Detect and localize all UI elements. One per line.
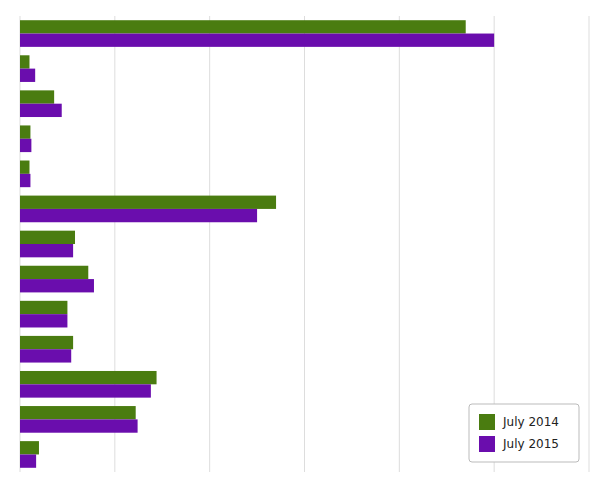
legend-swatch [479, 414, 495, 430]
legend: July 2014 July 2015 [469, 404, 579, 462]
legend-label: July 2014 [502, 415, 559, 429]
bar [20, 244, 73, 257]
bar [20, 104, 62, 117]
grid-line [399, 16, 400, 472]
bar [20, 419, 138, 432]
chart-svg: July 2014 July 2015 [0, 0, 609, 488]
bar [20, 349, 71, 362]
bar [20, 266, 88, 279]
grid [20, 16, 589, 472]
bar [20, 161, 29, 174]
bar [20, 55, 29, 68]
bar [20, 34, 494, 47]
legend-swatch [479, 436, 495, 452]
bar [20, 90, 54, 103]
bar [20, 20, 466, 33]
bar [20, 139, 31, 152]
grid-line [209, 16, 210, 472]
grid-line [304, 16, 305, 472]
bar [20, 406, 136, 419]
plot-area: July 2014 July 2015 [20, 16, 589, 472]
grid-line [589, 16, 590, 472]
bar [20, 279, 94, 292]
bar [20, 371, 157, 384]
bar [20, 301, 67, 314]
bar [20, 336, 73, 349]
bar [20, 231, 75, 244]
bar [20, 454, 36, 467]
bars [20, 20, 494, 468]
bar [20, 174, 30, 187]
bar [20, 441, 39, 454]
bar [20, 125, 30, 138]
grid-line [114, 16, 115, 472]
chart-container: July 2014 July 2015 [0, 0, 609, 488]
bar [20, 196, 276, 209]
legend-box [469, 404, 579, 462]
bar [20, 209, 257, 222]
legend-label: July 2015 [502, 437, 559, 451]
bar [20, 384, 151, 397]
bar [20, 69, 35, 82]
bar [20, 314, 67, 327]
